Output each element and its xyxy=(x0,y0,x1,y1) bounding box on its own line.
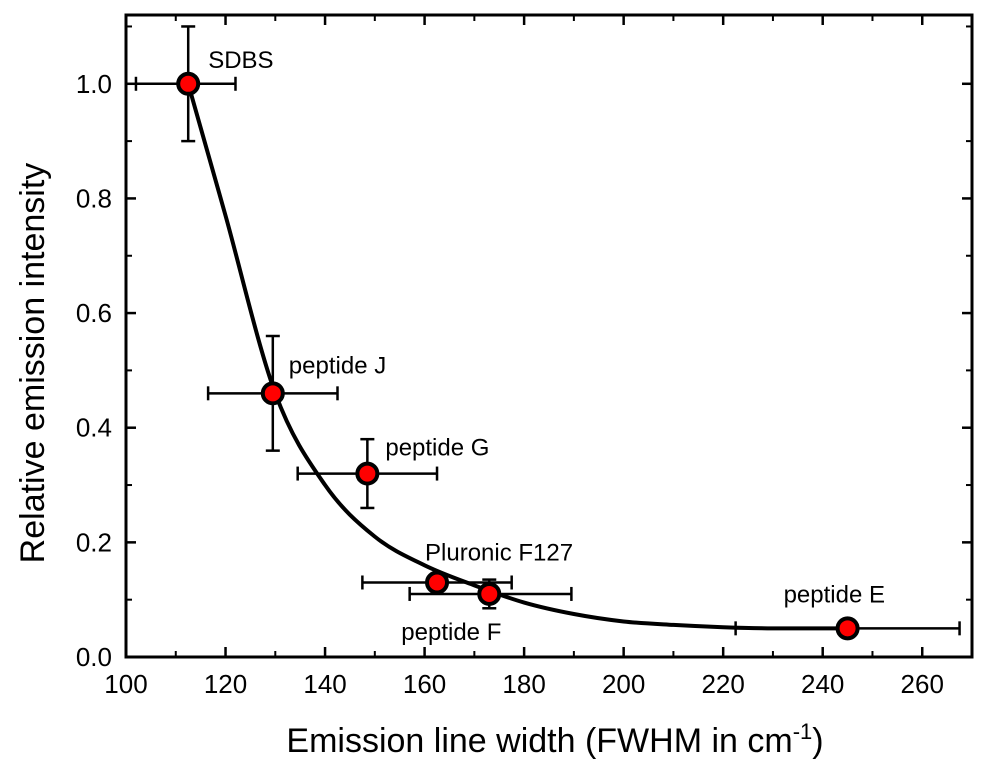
x-tick-label: 120 xyxy=(204,669,247,699)
x-tick-label: 260 xyxy=(901,669,944,699)
plot-border xyxy=(124,13,974,659)
point-label: SDBS xyxy=(208,47,273,74)
point-label: peptide E xyxy=(784,581,885,608)
x-axis-title: Emission line width (FWHM in cm-1) xyxy=(286,719,823,760)
y-tick-label: 0.2 xyxy=(76,527,112,557)
point-label: peptide G xyxy=(385,435,489,462)
fit-curve xyxy=(186,83,848,631)
point-label: Pluronic F127 xyxy=(425,539,573,566)
point-label: peptide F xyxy=(401,619,501,646)
point-labels-layer: SDBS peptide J peptide G Pluronic F127 pepti… xyxy=(208,47,885,646)
x-tick-label: 160 xyxy=(403,669,446,699)
y-tick-label: 1.0 xyxy=(76,69,112,99)
y-tick-label: 0.8 xyxy=(76,183,112,213)
data-point xyxy=(477,581,502,606)
data-point xyxy=(260,381,285,406)
plot-frame xyxy=(124,13,974,659)
y-tick-label: 0.6 xyxy=(76,298,112,328)
fit-curve-layer xyxy=(186,83,848,631)
x-axis-ticks: 100 120 140 160 180 200 220 240 260 xyxy=(104,15,944,699)
y-tick-label: 0.0 xyxy=(76,642,112,672)
point-label: peptide J xyxy=(289,352,386,379)
y-axis-title: Relative emission intensity xyxy=(14,163,52,564)
x-tick-label: 240 xyxy=(801,669,844,699)
x-tick-label: 140 xyxy=(303,669,346,699)
data-point xyxy=(355,461,380,486)
data-point xyxy=(176,71,201,96)
x-tick-label: 200 xyxy=(602,669,645,699)
data-point xyxy=(425,570,450,595)
x-tick-label: 180 xyxy=(502,669,545,699)
x-tick-label: 220 xyxy=(701,669,744,699)
data-points-layer xyxy=(176,71,860,641)
y-tick-label: 0.4 xyxy=(76,413,112,443)
x-tick-label: 100 xyxy=(104,669,147,699)
data-point xyxy=(835,616,860,641)
y-axis-ticks: 0.0 0.2 0.4 0.6 0.8 1.0 xyxy=(76,25,972,672)
